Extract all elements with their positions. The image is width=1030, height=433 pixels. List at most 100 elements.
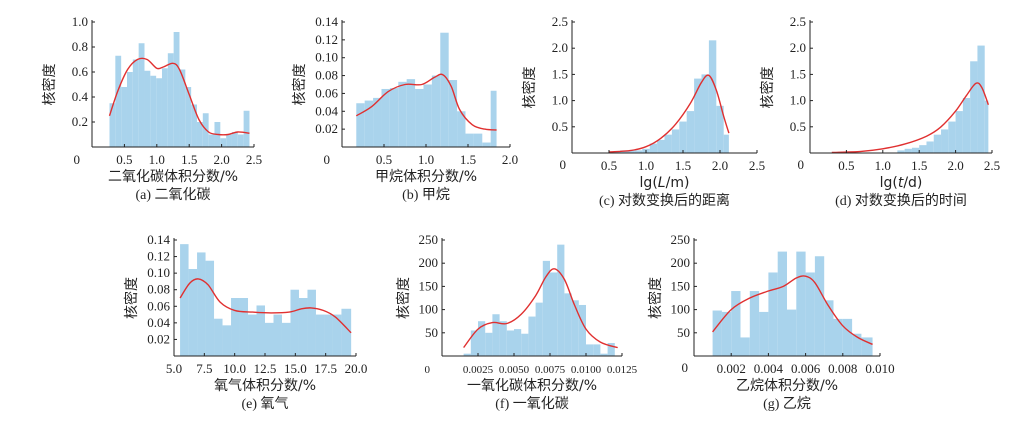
panel-caption: (f) 一氧化碳 [495, 396, 569, 412]
histogram-bar [156, 78, 162, 147]
panel-ethane: 50 100 150 200 250 0 0.002 0.004 0.006 0.008 0.010… [647, 232, 895, 412]
y-tick-label: 1.5 [790, 66, 806, 81]
x-tick-label: 0.010 [865, 361, 894, 376]
histogram-bar [564, 293, 572, 356]
histogram-bar [273, 314, 282, 356]
y-tick-label: 0.06 [147, 298, 170, 313]
histogram-bar [805, 272, 815, 356]
panel-caption: (e) 氧气 [241, 396, 288, 412]
histogram-bar [664, 134, 672, 153]
histogram-bar [237, 134, 244, 147]
histogram-bar [721, 311, 732, 356]
y-tick-label: 1.0 [72, 14, 88, 29]
panel-carbon-monoxide: 50 100 150 200 250 0 0.0025 0.0050 0.0075 0.0100 0… [395, 232, 638, 412]
x-axis-label: 乙烷体积分数/% [736, 378, 838, 394]
kde-curve [463, 268, 618, 349]
origin-label: 0 [560, 157, 567, 172]
x-tick-label: 0.0025 [463, 364, 494, 376]
y-axis-label: 核密度 [759, 67, 776, 109]
x-axis-label: lg(t/d) [880, 175, 923, 191]
x-tick-label: 1.5 [675, 158, 691, 173]
y-tick-label: 0.8 [72, 39, 88, 54]
histogram-bar [759, 311, 769, 356]
x-tick-label: 2.0 [502, 152, 518, 167]
x-tick-label: 0.5 [116, 152, 132, 167]
histogram-bar [144, 70, 151, 147]
histogram-bar [179, 69, 186, 147]
x-tick-label: 2.0 [712, 158, 728, 173]
x-tick-label: 0.006 [791, 361, 821, 376]
y-tick-label: 0.12 [147, 249, 170, 264]
x-axis-label: 一氧化碳体积分数/% [467, 378, 597, 394]
histogram-bar [535, 302, 543, 356]
histogram-bar [723, 134, 729, 153]
y-axis-label: 核密度 [123, 277, 140, 319]
histogram-bar [977, 45, 985, 153]
panel-caption: (b) 甲烷 [402, 187, 450, 203]
y-tick-label: 0.4 [72, 89, 89, 104]
panel-co2: 0.2 0.4 0.6 0.8 1.0 0 0.5 1.0 1.5 2.0 2.5 二氧化碳体积分数/… [41, 14, 262, 203]
y-tick-label: 0.2 [72, 114, 88, 129]
histogram-bar [220, 138, 227, 147]
histogram-bar [842, 318, 853, 356]
kde-curve [831, 82, 990, 154]
histogram-bar [248, 314, 257, 356]
histogram-bar [657, 139, 665, 153]
histogram-bar [926, 141, 934, 153]
panel-log-time: 0.5 1.0 1.5 2.0 2.5 0 0.5 1.0 1.5 2.0 2.5 lg(t/d) 核密… [759, 14, 1000, 209]
histogram-bar [307, 289, 316, 356]
origin-label: 0 [682, 360, 689, 375]
x-tick-label: 1.0 [875, 158, 891, 173]
histogram-bar [542, 260, 550, 356]
histogram-bar [188, 269, 198, 356]
y-tick-label: 0.14 [147, 232, 170, 247]
histogram-bar [948, 121, 956, 153]
x-axis-label-part: L [658, 175, 666, 191]
histogram-bar [448, 80, 458, 147]
histogram-bar [196, 122, 203, 147]
x-tick-label: 0.5 [376, 152, 392, 167]
y-tick-label: 0.5 [790, 119, 806, 134]
histogram-bar [777, 251, 787, 356]
y-tick-label: 1.0 [790, 93, 806, 108]
x-tick-label: 15.0 [284, 361, 307, 376]
histogram-bar [627, 150, 635, 153]
x-tick-label: 0.5 [601, 158, 617, 173]
x-tick-label: 2.5 [749, 158, 765, 173]
x-tick-label: 2.0 [947, 158, 963, 173]
histogram-bar [897, 150, 905, 153]
histogram-bar [740, 337, 750, 356]
histogram-bar [290, 289, 299, 356]
histogram-bar [185, 87, 192, 147]
y-tick-label: 0.10 [315, 50, 338, 65]
x-tick-label: 1.5 [460, 152, 476, 167]
x-tick-label: 0.002 [717, 361, 746, 376]
y-tick-label: 50 [677, 325, 690, 340]
x-axis-label-part: lg( [640, 175, 658, 191]
histogram-bar [226, 134, 232, 147]
histogram-bar [557, 244, 565, 356]
x-tick-label: 0 [425, 364, 431, 376]
x-tick-label: 0.0050 [499, 364, 530, 376]
x-tick-label: 2.0 [213, 152, 229, 167]
histogram-bar [708, 40, 717, 154]
y-tick-label: 150 [419, 278, 439, 293]
histogram-bar [787, 309, 797, 356]
y-tick-label: 2.0 [790, 40, 806, 55]
histogram-bar [356, 103, 365, 147]
kde-curve [108, 57, 250, 136]
histogram-bar [904, 148, 912, 153]
x-tick-label: 2.5 [246, 152, 262, 167]
x-axis-label: 甲烷体积分数/% [375, 169, 477, 185]
x-tick-label: 17.5 [314, 361, 337, 376]
histogram-bar [222, 325, 232, 356]
x-tick-label: 1.0 [638, 158, 654, 173]
histogram-bar [933, 134, 942, 153]
histogram-bar [332, 314, 342, 356]
x-axis-label-part: /m) [666, 175, 690, 191]
histogram-bar [231, 298, 240, 356]
histogram-bar [701, 74, 709, 153]
histogram-bar [861, 337, 873, 356]
histogram-bar [173, 32, 180, 147]
